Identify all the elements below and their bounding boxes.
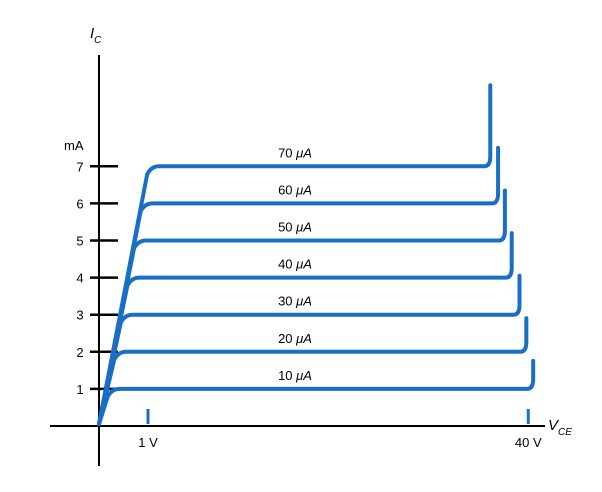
y-axis-label-sub: C — [94, 35, 102, 46]
curve-label-3: 40 μA — [278, 257, 312, 272]
curve-label-value-0: 10 — [278, 368, 296, 383]
curve-7ma — [97, 83, 493, 426]
y-unit-label: mA — [64, 138, 84, 153]
curve-2ma — [97, 316, 529, 426]
curve-label-unit-6: μA — [295, 145, 312, 160]
curve-label-6: 70 μA — [278, 145, 312, 160]
y-tick-label-4: 4 — [76, 271, 83, 286]
curve-label-value-1: 20 — [278, 331, 296, 346]
curve-label-0: 10 μA — [278, 368, 312, 383]
y-tick-label-3: 3 — [76, 308, 83, 323]
curve-label-4: 50 μA — [278, 220, 312, 235]
x-tick-label-1: 1 V — [138, 435, 158, 450]
curve-label-unit-5: μA — [295, 182, 312, 197]
curve-5ma — [97, 188, 507, 426]
y-ticks: 1 2 3 4 5 6 7 — [76, 159, 118, 397]
x-ticks: 1 V 40 V — [138, 409, 542, 450]
x-axis-label: VCE — [548, 417, 572, 438]
curve-label-value-2: 30 — [278, 294, 296, 309]
x-tick-label-40: 40 V — [515, 435, 542, 450]
y-axis-label: IC — [90, 25, 102, 46]
curve-label-unit-1: μA — [295, 331, 312, 346]
curve-label-value-4: 50 — [278, 220, 296, 235]
y-tick-label-2: 2 — [76, 345, 83, 360]
y-tick-label-7: 7 — [76, 159, 83, 174]
curve-4ma — [97, 231, 514, 426]
curve-3ma — [97, 273, 522, 426]
curve-label-unit-2: μA — [295, 294, 312, 309]
y-tick-label-6: 6 — [76, 196, 83, 211]
curve-label-unit-0: μA — [295, 368, 312, 383]
y-tick-label-1: 1 — [76, 382, 83, 397]
curve-label-1: 20 μA — [278, 331, 312, 346]
y-axis-label-main: I — [90, 25, 94, 42]
curve-label-2: 30 μA — [278, 294, 312, 309]
curve-label-5: 60 μA — [278, 182, 312, 197]
curves — [97, 83, 536, 426]
x-axis-label-sub: CE — [558, 427, 572, 438]
curve-label-value-3: 40 — [278, 257, 296, 272]
curve-label-value-6: 70 — [278, 145, 296, 160]
y-tick-label-5: 5 — [76, 234, 83, 249]
curve-1ma — [97, 358, 536, 426]
curve-label-value-5: 60 — [278, 182, 296, 197]
curve-label-unit-4: μA — [295, 220, 312, 235]
x-axis-label-main: V — [548, 417, 560, 434]
curve-label-unit-3: μA — [295, 257, 312, 272]
